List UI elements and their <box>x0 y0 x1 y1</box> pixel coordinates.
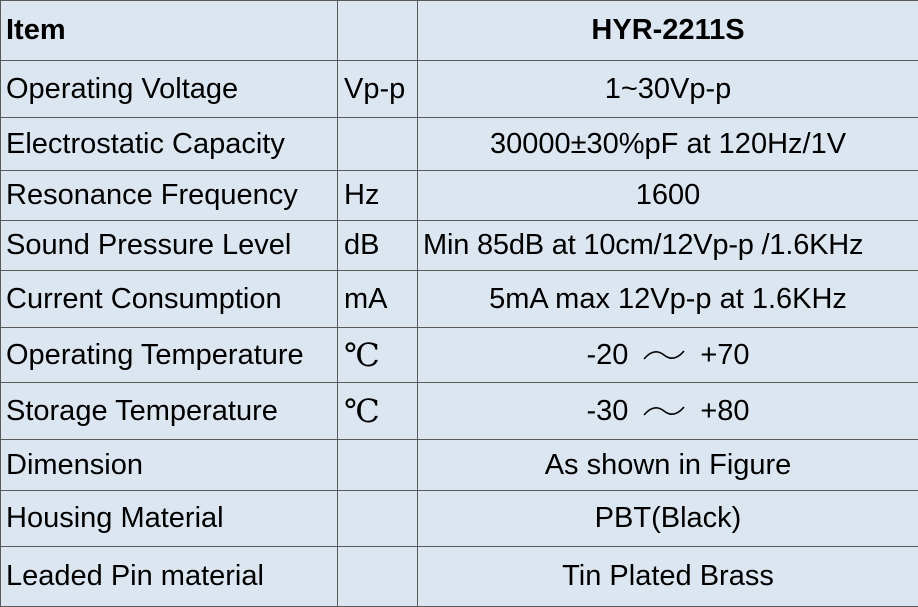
item-name-cell: Operating Voltage <box>1 61 338 118</box>
value-cell: Min 85dB at 10cm/12Vp-p /1.6KHz <box>418 221 918 271</box>
temp-min: -20 <box>586 341 628 370</box>
header-row: Item HYR-2211S <box>1 1 918 61</box>
item-header-cell: Item <box>1 1 338 61</box>
table-row: Resonance Frequency Hz 1600 <box>1 171 918 221</box>
celsius-symbol: ℃ <box>344 336 380 374</box>
item-name-cell: Resonance Frequency <box>1 171 338 221</box>
table-row: Leaded Pin material Tin Plated Brass <box>1 547 918 607</box>
value-cell: 1~30Vp-p <box>418 61 918 118</box>
item-name-cell: Electrostatic Capacity <box>1 118 338 171</box>
table-row: Electrostatic Capacity 30000±30%pF at 12… <box>1 118 918 171</box>
item-name-cell: Storage Temperature <box>1 383 338 440</box>
item-name-cell: Leaded Pin material <box>1 547 338 607</box>
value-cell: 1600 <box>418 171 918 221</box>
tilde-range-icon <box>642 401 686 421</box>
unit-cell <box>338 547 418 607</box>
value-cell: Tin Plated Brass <box>418 547 918 607</box>
model-header-cell: HYR-2211S <box>418 1 918 61</box>
unit-cell <box>338 491 418 547</box>
value-cell: -20 +70 <box>418 328 918 383</box>
table-row: Operating Voltage Vp-p 1~30Vp-p <box>1 61 918 118</box>
item-name-cell: Sound Pressure Level <box>1 221 338 271</box>
unit-cell: ℃ <box>338 383 418 440</box>
table-row: Sound Pressure Level dB Min 85dB at 10cm… <box>1 221 918 271</box>
table-row: Dimension As shown in Figure <box>1 440 918 491</box>
celsius-symbol: ℃ <box>344 392 380 430</box>
unit-cell <box>338 118 418 171</box>
unit-header-cell <box>338 1 418 61</box>
value-cell: As shown in Figure <box>418 440 918 491</box>
table-row: Storage Temperature ℃ -30 +80 <box>1 383 918 440</box>
item-name-cell: Operating Temperature <box>1 328 338 383</box>
table-row: Housing Material PBT(Black) <box>1 491 918 547</box>
unit-cell: Vp-p <box>338 61 418 118</box>
unit-cell: Hz <box>338 171 418 221</box>
value-cell: 30000±30%pF at 120Hz/1V <box>418 118 918 171</box>
temp-min: -30 <box>586 397 628 426</box>
item-name-cell: Current Consumption <box>1 271 338 328</box>
value-cell: -30 +80 <box>418 383 918 440</box>
unit-cell <box>338 440 418 491</box>
value-cell: PBT(Black) <box>418 491 918 547</box>
item-name-cell: Dimension <box>1 440 338 491</box>
item-name-cell: Housing Material <box>1 491 338 547</box>
unit-cell: ℃ <box>338 328 418 383</box>
table-row: Operating Temperature ℃ -20 +70 <box>1 328 918 383</box>
temp-max: +80 <box>700 397 749 426</box>
temp-max: +70 <box>700 341 749 370</box>
unit-cell: dB <box>338 221 418 271</box>
value-cell: 5mA max 12Vp-p at 1.6KHz <box>418 271 918 328</box>
tilde-range-icon <box>642 345 686 365</box>
table-row: Current Consumption mA 5mA max 12Vp-p at… <box>1 271 918 328</box>
unit-cell: mA <box>338 271 418 328</box>
